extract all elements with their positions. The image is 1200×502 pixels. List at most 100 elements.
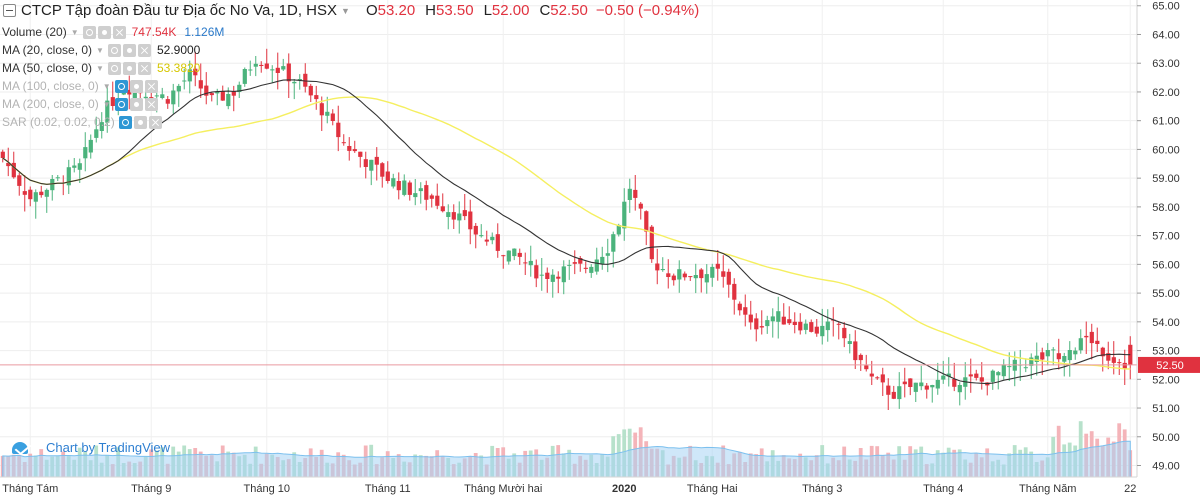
candle-68 bbox=[374, 147, 379, 181]
candle-body-4 bbox=[22, 191, 27, 195]
gear-icon[interactable] bbox=[122, 43, 136, 57]
gear-icon[interactable] bbox=[129, 79, 143, 93]
legend: CTCP Tập đoàn Đầu tư Địa ốc No Va, 1D, H… bbox=[0, 0, 900, 140]
candle-body-6 bbox=[33, 192, 38, 202]
gear-icon[interactable] bbox=[97, 25, 111, 39]
price-tick-label-13: 62.00 bbox=[1152, 87, 1180, 99]
candle-body-120 bbox=[660, 269, 665, 271]
eye-icon[interactable] bbox=[114, 97, 128, 111]
candle-body-116 bbox=[638, 203, 643, 209]
chevron-down-icon[interactable]: ▼ bbox=[341, 5, 350, 16]
candle-body-122 bbox=[671, 275, 676, 281]
candle-body-68 bbox=[374, 156, 379, 165]
chevron-down-icon[interactable]: ▼ bbox=[102, 81, 111, 91]
close-icon[interactable] bbox=[137, 61, 151, 75]
close-icon[interactable] bbox=[144, 97, 158, 111]
indicator-ma50[interactable]: MA (50, close, 0) ▼ 53.3820 bbox=[2, 60, 200, 76]
candle-body-158 bbox=[869, 373, 874, 377]
candle-body-118 bbox=[649, 226, 654, 260]
eye-icon[interactable] bbox=[107, 43, 121, 57]
candle-56 bbox=[308, 83, 313, 102]
candle-55 bbox=[303, 63, 308, 93]
candle-body-81 bbox=[446, 212, 451, 217]
time-label-5: 2020 bbox=[612, 483, 636, 495]
candle-body-134 bbox=[737, 303, 742, 311]
candle-body-46 bbox=[253, 63, 258, 67]
indicator-ma200[interactable]: MA (200, close, 0) ▼ bbox=[2, 96, 164, 112]
close-icon[interactable] bbox=[137, 43, 151, 57]
gear-icon[interactable] bbox=[122, 61, 136, 75]
candle-body-54 bbox=[297, 79, 302, 80]
candle-body-82 bbox=[451, 212, 456, 220]
indicator-sar[interactable]: SAR (0.02, 0.02, 0.2) bbox=[2, 114, 168, 130]
candle-body-97 bbox=[534, 265, 539, 279]
candle-body-145 bbox=[798, 321, 803, 331]
candle-118 bbox=[649, 225, 654, 263]
candle-163 bbox=[897, 372, 902, 409]
candle-body-196 bbox=[1078, 338, 1083, 351]
volume-ma-area bbox=[2, 440, 1131, 478]
candle-body-111 bbox=[611, 234, 616, 252]
candle-119 bbox=[655, 248, 660, 285]
price-axis-bg bbox=[1137, 0, 1200, 497]
candle-body-109 bbox=[600, 256, 605, 265]
candle-body-61 bbox=[336, 122, 341, 138]
chevron-down-icon[interactable]: ▼ bbox=[70, 27, 79, 37]
candle-body-155 bbox=[853, 341, 858, 361]
candle-body-135 bbox=[743, 307, 748, 315]
gear-icon[interactable] bbox=[129, 97, 143, 111]
candle-143 bbox=[787, 306, 792, 325]
candle-body-130 bbox=[715, 263, 720, 269]
volume-bar-192 bbox=[1056, 425, 1061, 477]
candle-29 bbox=[160, 87, 165, 100]
eye-icon[interactable] bbox=[114, 79, 128, 93]
collapse-icon[interactable] bbox=[3, 4, 16, 17]
candle-153 bbox=[842, 322, 847, 348]
candle-body-42 bbox=[231, 91, 236, 96]
candle-body-75 bbox=[413, 193, 418, 198]
chevron-down-icon[interactable]: ▼ bbox=[96, 45, 104, 55]
tradingview-watermark[interactable]: Chart by TradingView bbox=[10, 438, 170, 456]
candle-body-163 bbox=[897, 386, 902, 400]
candle-body-144 bbox=[792, 321, 797, 325]
candle-35 bbox=[193, 51, 198, 87]
eye-icon[interactable] bbox=[82, 25, 96, 39]
candle-body-44 bbox=[242, 69, 247, 84]
gear-icon[interactable] bbox=[133, 115, 147, 129]
candle-132 bbox=[726, 268, 731, 298]
candle-69 bbox=[380, 162, 385, 188]
candle-92 bbox=[506, 250, 511, 265]
candle-180 bbox=[990, 369, 995, 390]
candle-74 bbox=[407, 180, 412, 201]
indicator-name: MA (100, close, 0) bbox=[2, 79, 99, 93]
candle-body-149 bbox=[820, 325, 825, 337]
close-icon[interactable] bbox=[148, 115, 162, 129]
candle-117 bbox=[644, 210, 649, 246]
candle-76 bbox=[418, 182, 423, 204]
low-value: 52.00 bbox=[491, 2, 530, 19]
candle-2 bbox=[11, 151, 16, 179]
indicator-ma100[interactable]: MA (100, close, 0) ▼ bbox=[2, 78, 164, 94]
candle-body-17 bbox=[94, 129, 99, 138]
symbol-title[interactable]: CTCP Tập đoàn Đầu tư Địa ốc No Va, 1D, H… bbox=[21, 2, 338, 19]
eye-icon[interactable] bbox=[107, 61, 121, 75]
candle-body-189 bbox=[1040, 352, 1045, 360]
price-tick-label-8: 57.00 bbox=[1152, 231, 1180, 243]
candle-body-154 bbox=[847, 341, 852, 344]
price-tick-label-2: 51.00 bbox=[1152, 403, 1180, 415]
candle-body-45 bbox=[248, 69, 253, 71]
indicator-ma20[interactable]: MA (20, close, 0) ▼ 52.9000 bbox=[2, 42, 200, 58]
close-icon[interactable] bbox=[112, 25, 126, 39]
candle-body-178 bbox=[979, 377, 984, 382]
chevron-down-icon[interactable]: ▼ bbox=[102, 99, 111, 109]
chevron-down-icon[interactable]: ▼ bbox=[96, 63, 104, 73]
candle-body-13 bbox=[72, 165, 77, 168]
open-value: 53.20 bbox=[377, 2, 416, 19]
close-icon[interactable] bbox=[144, 79, 158, 93]
candle-59 bbox=[325, 96, 330, 124]
indicator-volume[interactable]: Volume (20) ▼ 747.54K 1.126M bbox=[2, 24, 224, 40]
eye-icon[interactable] bbox=[118, 115, 132, 129]
candle-71 bbox=[391, 173, 396, 189]
